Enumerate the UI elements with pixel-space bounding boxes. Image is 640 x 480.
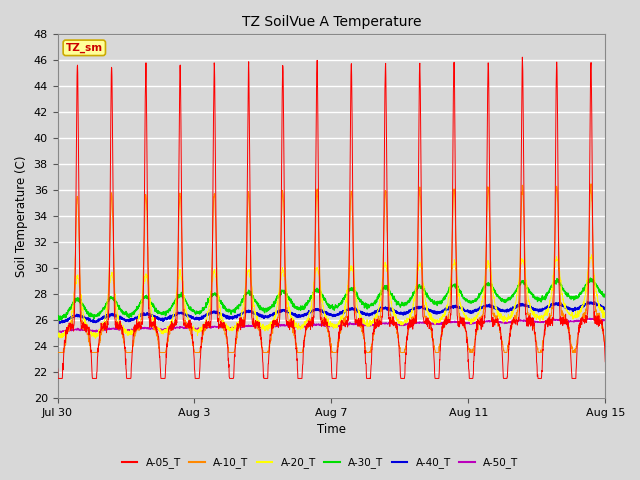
Legend: A-05_T, A-10_T, A-20_T, A-30_T, A-40_T, A-50_T: A-05_T, A-10_T, A-20_T, A-30_T, A-40_T, … xyxy=(117,453,523,472)
Text: TZ_sm: TZ_sm xyxy=(66,43,103,53)
X-axis label: Time: Time xyxy=(317,423,346,436)
Y-axis label: Soil Temperature (C): Soil Temperature (C) xyxy=(15,156,28,277)
Title: TZ SoilVue A Temperature: TZ SoilVue A Temperature xyxy=(242,15,421,29)
